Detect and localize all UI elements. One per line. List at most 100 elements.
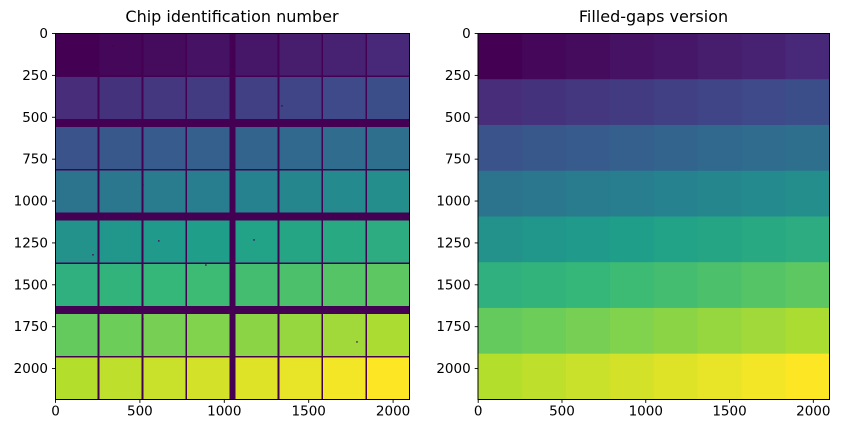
heatmap-cell: [785, 79, 830, 126]
heatmap-cell: [697, 353, 743, 400]
heatmap-cell: [99, 126, 142, 169]
heatmap-cell: [566, 262, 611, 309]
heatmap-cell: [99, 313, 142, 356]
y-tick-label: 1500: [14, 277, 48, 293]
x-tick-label: 2000: [796, 403, 830, 419]
heatmap-cell: [741, 124, 787, 172]
heatmap-cell: [99, 264, 142, 306]
heatmap-cell: [609, 216, 655, 263]
heatmap-cell: [187, 170, 230, 213]
heatmap-cell: [323, 313, 366, 356]
heatmap-cell: [785, 216, 830, 263]
heatmap-cell: [785, 307, 830, 355]
heatmap-cell: [187, 357, 230, 400]
heatmap-cell: [653, 170, 699, 218]
heatmap-cell: [785, 262, 830, 309]
heatmap-cell: [235, 357, 278, 400]
heatmap-cell: [653, 33, 699, 80]
heatmap-cell: [653, 262, 699, 309]
heatmap-cell: [99, 220, 142, 263]
heatmap-cell: [143, 264, 186, 306]
heatmap-cell: [741, 216, 787, 263]
heatmap-cell: [99, 357, 142, 400]
heatmap-cell: [566, 33, 611, 80]
y-tick-label: 1000: [14, 194, 48, 210]
heatmap-cell: [566, 124, 611, 172]
axes-border: [55, 33, 410, 400]
heatmap-cell: [522, 262, 567, 309]
heatmap-cell: [323, 357, 366, 400]
heatmap-cell: [566, 216, 611, 263]
left-plot-title: Chip identification number: [125, 7, 339, 26]
heatmap-cell: [235, 170, 278, 213]
y-tick-label: 750: [445, 152, 471, 168]
heatmap-cell: [522, 124, 567, 172]
defect-speck: [141, 126, 143, 128]
heatmap-cell: [785, 33, 830, 80]
y-tick-label: 1250: [14, 235, 48, 251]
x-tick-label: 1000: [629, 403, 663, 419]
heatmap-cell: [323, 126, 366, 169]
heatmap-cell: [522, 216, 567, 263]
heatmap-cell: [609, 307, 655, 355]
heatmap-cell: [367, 33, 410, 76]
heatmap-cell: [653, 124, 699, 172]
right-plot-title: Filled-gaps version: [578, 7, 729, 26]
heatmap-cell: [609, 33, 655, 80]
heatmap-cell: [235, 126, 278, 169]
defect-speck: [253, 239, 255, 241]
defect-speck: [142, 318, 144, 320]
heatmap-cell: [143, 313, 186, 356]
heatmap-cell: [566, 307, 611, 355]
heatmap-cell: [55, 220, 98, 263]
defect-speck: [142, 184, 144, 186]
heatmap-cell: [187, 33, 230, 76]
defect-speck: [141, 172, 143, 174]
x-tick-label: 1500: [712, 403, 746, 419]
heatmap-cell: [323, 33, 366, 76]
y-tick-label: 2000: [14, 361, 48, 377]
heatmap-cell: [653, 216, 699, 263]
defect-speck: [112, 45, 114, 47]
heatmap-cell: [99, 33, 142, 76]
heatmap-cell: [55, 77, 98, 119]
heatmap-cell: [279, 220, 322, 263]
y-tick-label: 250: [445, 68, 471, 84]
y-tick-label: 0: [39, 26, 48, 42]
heatmap-cell: [143, 170, 186, 213]
heatmap-cell: [323, 77, 366, 119]
heatmap-cell: [609, 353, 655, 400]
heatmap-cell: [143, 77, 186, 119]
heatmap-cell: [187, 313, 230, 356]
heatmap-cell: [522, 353, 567, 400]
heatmap-cell: [367, 313, 410, 356]
heatmap-cell: [143, 220, 186, 263]
heatmap-cell: [522, 33, 567, 80]
axes-border: [477, 33, 830, 400]
defect-speck: [205, 264, 207, 266]
heatmap-cell: [279, 170, 322, 213]
heatmap-cell: [653, 79, 699, 126]
heatmap-cell: [697, 216, 743, 263]
heatmap-cell: [279, 77, 322, 119]
heatmap-cell: [478, 124, 523, 172]
y-tick-label: 500: [22, 110, 48, 126]
heatmap-cell: [367, 126, 410, 169]
heatmap-cell: [697, 33, 743, 80]
heatmap-cell: [741, 353, 787, 400]
heatmap-cell: [235, 33, 278, 76]
heatmap-cell: [741, 33, 787, 80]
heatmap-cell: [478, 33, 523, 80]
x-tick-label: 1000: [207, 403, 241, 419]
heatmap-cell: [235, 77, 278, 119]
y-tick-label: 1250: [436, 235, 470, 251]
heatmap-cell: [279, 313, 322, 356]
heatmap-cell: [235, 313, 278, 356]
right-axes: 0 500 1000 1500 2000 0 250 500 750 1000 1250 1500 17…: [436, 26, 830, 419]
y-tick-label: 1000: [436, 194, 470, 210]
heatmap-cell: [785, 170, 830, 218]
heatmap-cell: [566, 79, 611, 126]
heatmap-cell: [279, 264, 322, 306]
